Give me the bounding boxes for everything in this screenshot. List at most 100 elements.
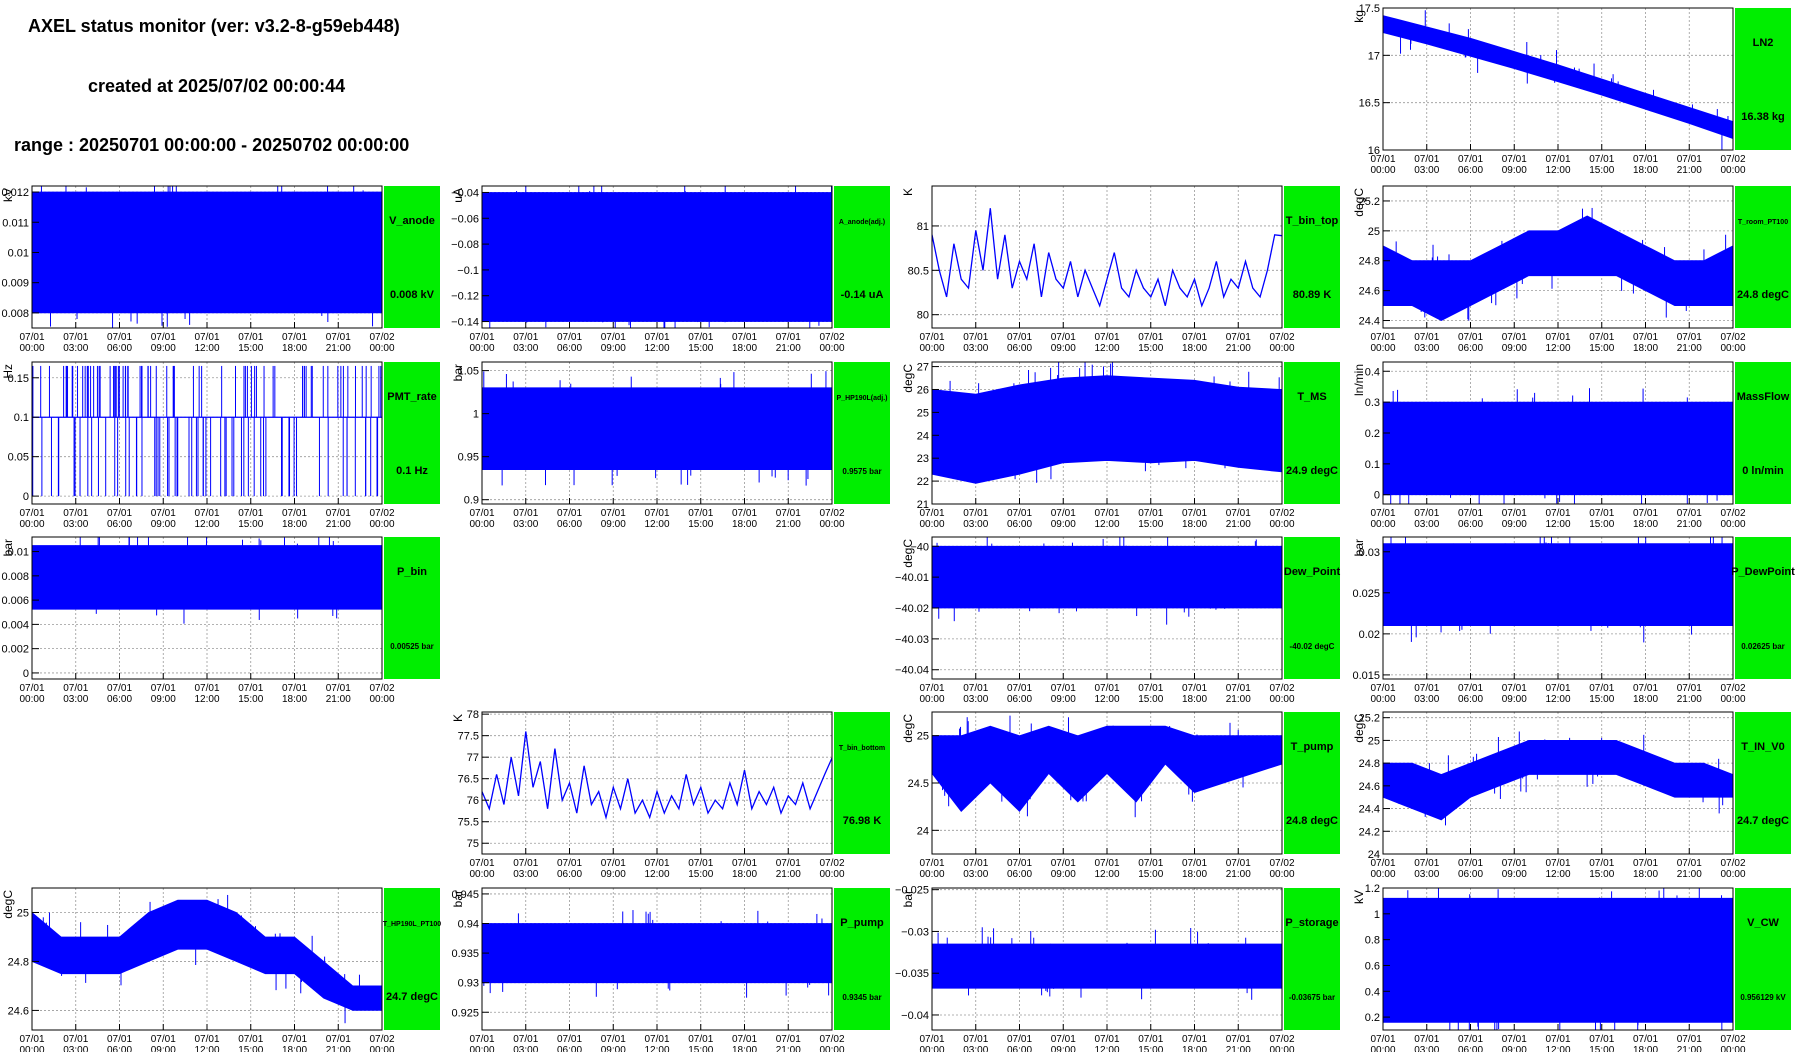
x-tick-time: 00:00 <box>819 1045 844 1052</box>
y-tick-label: 75.5 <box>458 817 479 829</box>
y-axis-label: ln/min <box>1352 364 1366 396</box>
y-tick-label: 25 <box>917 731 929 743</box>
x-tick-date: 07/01 <box>194 683 219 694</box>
y-tick-label: 24.2 <box>1359 826 1380 838</box>
y-tick-label: 75 <box>467 838 479 850</box>
x-tick-time: 15:00 <box>1138 519 1163 530</box>
x-tick-date: 07/01 <box>1007 858 1032 869</box>
x-tick-time: 15:00 <box>238 519 263 530</box>
x-tick-date: 07/01 <box>151 508 176 519</box>
x-tick-time: 00:00 <box>1269 694 1294 705</box>
x-tick-time: 00:00 <box>19 343 44 354</box>
x-tick-date: 07/01 <box>919 508 944 519</box>
x-tick-time: 03:00 <box>63 1045 88 1052</box>
x-tick-date: 07/02 <box>369 1034 394 1045</box>
x-tick-time: 09:00 <box>1502 694 1527 705</box>
series-v_cw <box>1383 888 1733 1030</box>
status-value: 0.1 Hz <box>396 465 428 477</box>
x-tick-time: 06:00 <box>1458 165 1483 176</box>
y-tick-label: 80.5 <box>908 265 929 277</box>
x-tick-time: 09:00 <box>601 1045 626 1052</box>
x-tick-date: 07/01 <box>1545 332 1570 343</box>
y-axis-label: bar <box>901 890 915 907</box>
series-t_bin_bottom <box>482 731 832 820</box>
status-value: 0.956129 kV <box>1740 993 1786 1002</box>
x-tick-date: 07/01 <box>732 508 757 519</box>
x-tick-time: 00:00 <box>369 519 394 530</box>
y-tick-label: 24.6 <box>8 1005 29 1017</box>
y-tick-label: −0.03 <box>901 926 929 938</box>
x-tick-time: 03:00 <box>513 1045 538 1052</box>
x-tick-time: 18:00 <box>282 343 307 354</box>
x-tick-date: 07/02 <box>1720 332 1745 343</box>
x-tick-time: 06:00 <box>557 1045 582 1052</box>
x-tick-time: 12:00 <box>194 343 219 354</box>
x-tick-date: 07/01 <box>326 1034 351 1045</box>
x-tick-time: 12:00 <box>194 1045 219 1052</box>
x-tick-time: 21:00 <box>1677 165 1702 176</box>
x-tick-time: 03:00 <box>963 519 988 530</box>
x-tick-date: 07/01 <box>107 508 132 519</box>
status-box <box>834 186 890 328</box>
status-label: P_HP190L(adj.) <box>837 395 888 402</box>
x-tick-date: 07/02 <box>819 1034 844 1045</box>
y-tick-label: −0.14 <box>451 317 479 329</box>
y-tick-label: 25.2 <box>1359 713 1380 725</box>
x-tick-date: 07/01 <box>1370 683 1395 694</box>
x-tick-time: 00:00 <box>819 869 844 880</box>
panel-t-in-v0: 2424.224.424.624.82525.2degC07/0100:0007… <box>1352 711 1791 880</box>
y-tick-label: 0.2 <box>1365 1012 1380 1024</box>
x-tick-time: 15:00 <box>1138 869 1163 880</box>
x-tick-date: 07/01 <box>107 1034 132 1045</box>
x-tick-time: 15:00 <box>1589 1045 1614 1052</box>
status-value: 0.9575 bar <box>842 467 881 476</box>
x-tick-time: 03:00 <box>63 519 88 530</box>
x-tick-time: 21:00 <box>776 343 801 354</box>
x-tick-time: 06:00 <box>1007 694 1032 705</box>
x-tick-time: 00:00 <box>819 343 844 354</box>
data-band <box>1383 740 1733 821</box>
series-a_anode <box>482 186 832 328</box>
x-tick-time: 15:00 <box>238 343 263 354</box>
panel-dew-point: −40.04−40.03−40.02−40.01−40degC07/0100:0… <box>895 536 1340 705</box>
status-label: V_CW <box>1747 917 1779 929</box>
x-tick-date: 07/01 <box>601 508 626 519</box>
x-tick-time: 09:00 <box>1051 869 1076 880</box>
data-band <box>1383 897 1733 1023</box>
y-tick-label: 25 <box>1368 735 1380 747</box>
x-tick-time: 09:00 <box>1051 519 1076 530</box>
data-band <box>932 943 1282 989</box>
y-tick-label: 0.1 <box>1365 459 1380 471</box>
y-tick-label: 0 <box>23 491 29 503</box>
x-tick-date: 07/01 <box>63 683 88 694</box>
x-tick-time: 09:00 <box>601 869 626 880</box>
x-tick-date: 07/01 <box>1138 332 1163 343</box>
x-tick-time: 00:00 <box>469 343 494 354</box>
x-tick-time: 03:00 <box>963 869 988 880</box>
y-tick-label: 0 <box>1374 490 1380 502</box>
x-tick-date: 07/02 <box>1269 683 1294 694</box>
x-tick-date: 07/01 <box>644 1034 669 1045</box>
x-tick-date: 07/01 <box>1458 858 1483 869</box>
x-tick-time: 00:00 <box>1370 869 1395 880</box>
data-band <box>32 191 382 314</box>
x-tick-time: 06:00 <box>1458 869 1483 880</box>
x-tick-time: 06:00 <box>557 343 582 354</box>
series-v_anode <box>32 186 382 328</box>
x-tick-date: 07/01 <box>919 332 944 343</box>
x-tick-date: 07/01 <box>1094 508 1119 519</box>
y-tick-label: 0.1 <box>14 412 29 424</box>
x-tick-time: 21:00 <box>1677 694 1702 705</box>
data-band <box>1383 401 1733 496</box>
status-value: -40.02 degC <box>1290 642 1335 651</box>
data-line <box>932 208 1282 308</box>
x-tick-date: 07/01 <box>1226 332 1251 343</box>
x-tick-date: 07/01 <box>1545 858 1570 869</box>
y-axis-label: bar <box>1 539 15 556</box>
x-tick-time: 06:00 <box>1007 519 1032 530</box>
x-tick-time: 00:00 <box>19 519 44 530</box>
x-tick-time: 00:00 <box>469 869 494 880</box>
x-tick-date: 07/01 <box>1414 683 1439 694</box>
status-label: PMT_rate <box>387 391 437 403</box>
